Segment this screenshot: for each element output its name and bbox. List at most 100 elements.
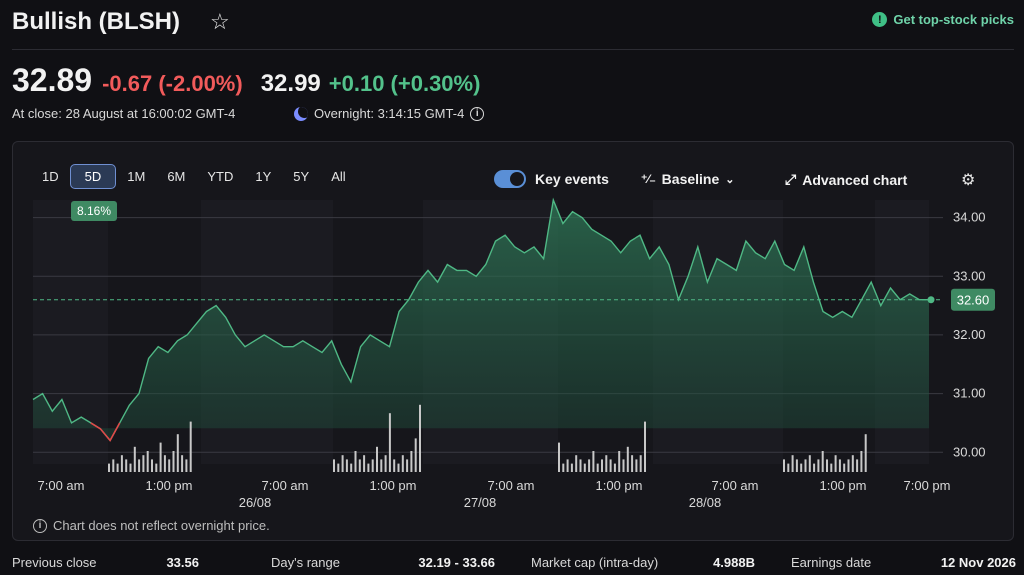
info-icon: i xyxy=(33,518,47,533)
x-tick-label: 7:00 pm xyxy=(904,478,951,493)
volume-bar xyxy=(393,459,396,472)
close-change: -0.67 (-2.00%) xyxy=(102,71,243,96)
stat-value: 32.19 - 33.66 xyxy=(418,555,495,570)
volume-bar xyxy=(830,463,833,472)
baseline-label: Baseline xyxy=(661,171,720,187)
x-date-label: 26/08 xyxy=(239,495,272,510)
advanced-chart-button[interactable]: ⤢ Advanced chart xyxy=(785,171,907,188)
stat-label: Earnings date xyxy=(791,555,872,570)
overnight-time: Overnight: 3:14:15 GMT-4 xyxy=(314,106,465,121)
range-button-6m[interactable]: 6M xyxy=(167,169,186,184)
baseline-dropdown[interactable]: ⁺⁄₋ Baseline ⌄ xyxy=(641,171,734,187)
disclaimer-text: Chart does not reflect overnight price. xyxy=(53,518,270,533)
y-tick-label: 33.00 xyxy=(953,268,986,283)
volume-bar xyxy=(112,459,115,472)
x-tick-label: 7:00 am xyxy=(488,478,535,493)
gear-icon[interactable]: ⚙ xyxy=(961,172,976,189)
range-button-all[interactable]: All xyxy=(331,169,346,184)
x-date-label: 28/08 xyxy=(689,495,722,510)
volume-bar xyxy=(337,463,340,472)
volume-bar xyxy=(562,463,565,472)
volume-bar xyxy=(414,438,417,472)
key-events-toggle[interactable]: Key events xyxy=(494,170,609,188)
volume-bar xyxy=(631,455,634,472)
volume-bar xyxy=(622,459,625,472)
range-button-ytd[interactable]: YTD xyxy=(207,169,234,184)
x-tick-label: 1:00 pm xyxy=(820,478,867,493)
volume-bar xyxy=(635,459,638,472)
range-button-5y[interactable]: 5Y xyxy=(293,169,310,184)
volume-bar xyxy=(401,455,404,472)
y-tick-label: 34.00 xyxy=(953,210,986,225)
overnight-change: +0.10 (+0.30%) xyxy=(328,71,481,96)
volume-bar xyxy=(358,459,361,472)
volume-bar xyxy=(159,442,162,472)
volume-bar xyxy=(804,459,807,472)
stat-value: 33.56 xyxy=(166,555,199,570)
volume-bar xyxy=(388,413,391,472)
volume-bar xyxy=(644,421,646,472)
star-icon[interactable]: ☆ xyxy=(210,9,230,34)
volume-bar xyxy=(155,463,158,472)
stat-item: Previous close 33.56 xyxy=(12,555,199,570)
volume-bar xyxy=(579,459,582,472)
chevron-down-icon: ⌄ xyxy=(725,173,735,186)
volume-bar xyxy=(172,451,175,472)
volume-bar xyxy=(185,459,188,472)
range-button-5d[interactable]: 5D xyxy=(69,164,117,189)
volume-bar xyxy=(116,463,119,472)
y-tick-label: 32.00 xyxy=(953,327,986,342)
volume-bar xyxy=(639,455,642,472)
range-change-badge: 8.16% xyxy=(71,201,118,221)
volume-bar xyxy=(817,459,820,472)
volume-bar xyxy=(864,434,867,472)
volume-bar xyxy=(333,459,335,472)
current-price-tag xyxy=(951,288,995,311)
volume-bar xyxy=(583,463,586,472)
volume-bar xyxy=(800,463,803,472)
volume-bar xyxy=(588,459,591,472)
volume-bar xyxy=(120,455,123,472)
range-button-1m[interactable]: 1M xyxy=(127,169,146,184)
stat-item: Earnings date 12 Nov 2026 xyxy=(791,555,1016,570)
info-icon[interactable]: i xyxy=(470,106,485,121)
volume-bar xyxy=(791,455,794,472)
volume-bar xyxy=(813,463,816,472)
price-line xyxy=(32,197,929,442)
expand-icon: ⤢ xyxy=(785,171,797,187)
volume-bar xyxy=(605,455,608,472)
price-area xyxy=(33,200,929,441)
volume-bar xyxy=(138,459,141,472)
volume-bar xyxy=(626,446,629,472)
volume-bar xyxy=(851,455,854,472)
volume-bar xyxy=(189,421,192,472)
x-tick-label: 7:00 am xyxy=(712,478,759,493)
volume-bar xyxy=(354,451,357,472)
toggle-switch[interactable] xyxy=(494,170,526,188)
volume-bar xyxy=(163,455,166,472)
close-price: 32.89 xyxy=(12,62,93,98)
x-tick-label: 1:00 pm xyxy=(370,478,417,493)
volume-bar xyxy=(843,463,846,472)
volume-bar xyxy=(350,463,353,472)
volume-bar xyxy=(575,455,578,472)
range-button-1d[interactable]: 1D xyxy=(42,169,59,184)
y-tick-label: 31.00 xyxy=(953,386,986,401)
range-button-1y[interactable]: 1Y xyxy=(255,169,272,184)
volume-bar xyxy=(363,455,366,472)
volume-bar xyxy=(821,451,824,472)
volume-bar xyxy=(847,459,850,472)
x-date-label: 27/08 xyxy=(464,495,497,510)
stat-label: Day's range xyxy=(271,555,340,570)
stat-item: Market cap (intra-day) 4.988B xyxy=(531,555,755,570)
price-chart[interactable]: 34.00 33.00 32.00 31.00 30.00 32.60 7:00 am 1:0… xyxy=(13,142,1015,542)
volume-bar xyxy=(566,459,569,472)
volume-bar xyxy=(125,459,128,472)
volume-bar xyxy=(613,463,616,472)
volume-bar xyxy=(618,451,621,472)
range-selector: 1D 5D 1M 6M YTD 1Y 5Y All xyxy=(31,164,357,189)
volume-bar xyxy=(592,451,595,472)
top-picks-link[interactable]: ! Get top-stock picks xyxy=(872,12,1014,27)
volume-bar xyxy=(860,451,863,472)
close-time: At close: 28 August at 16:00:02 GMT-4 xyxy=(12,106,236,121)
